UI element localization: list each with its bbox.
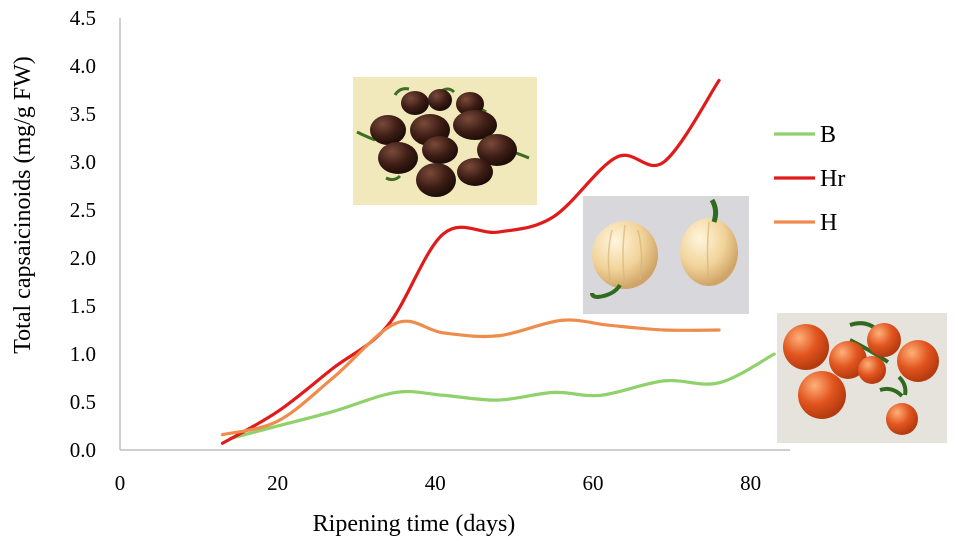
y-tick-label: 3.0 bbox=[70, 150, 96, 174]
y-tick-label: 2.5 bbox=[70, 198, 96, 222]
chocolate-habanero-peppers-photo bbox=[353, 77, 537, 205]
y-axis-title: Total capsaicinoids (mg/g FW) bbox=[10, 56, 36, 354]
y-tick-label: 3.5 bbox=[70, 102, 96, 126]
x-tick-label: 40 bbox=[425, 471, 446, 495]
series-lines bbox=[220, 78, 776, 445]
series-line-h bbox=[220, 318, 721, 437]
x-tick-label: 0 bbox=[115, 471, 126, 495]
orange-round-peppers-photo bbox=[777, 313, 947, 443]
y-tick-label: 1.5 bbox=[70, 294, 96, 318]
x-tick-label: 20 bbox=[267, 471, 288, 495]
legend-label-hr: Hr bbox=[820, 166, 845, 192]
y-tick-label: 4.0 bbox=[70, 54, 96, 78]
legend: B Hr H bbox=[774, 122, 845, 236]
y-tick-label: 4.5 bbox=[70, 6, 96, 30]
series-line-b bbox=[228, 352, 776, 441]
x-tick-label: 60 bbox=[582, 471, 603, 495]
x-axis-title: Ripening time (days) bbox=[313, 511, 516, 537]
y-tick-labels: 0.0 0.5 1.0 1.5 2.0 2.5 3.0 3.5 4.0 4.5 bbox=[70, 6, 96, 462]
series-line-hr bbox=[220, 78, 721, 445]
legend-label-b: B bbox=[820, 122, 836, 148]
y-tick-label: 0.5 bbox=[70, 390, 96, 414]
pale-yellow-peppers-photo bbox=[583, 196, 749, 314]
x-tick-labels: 0 20 40 60 80 bbox=[115, 471, 761, 495]
x-tick-label: 80 bbox=[740, 471, 761, 495]
y-tick-label: 0.0 bbox=[70, 438, 96, 462]
y-tick-label: 2.0 bbox=[70, 246, 96, 270]
legend-label-h: H bbox=[820, 210, 837, 236]
y-tick-label: 1.0 bbox=[70, 342, 96, 366]
